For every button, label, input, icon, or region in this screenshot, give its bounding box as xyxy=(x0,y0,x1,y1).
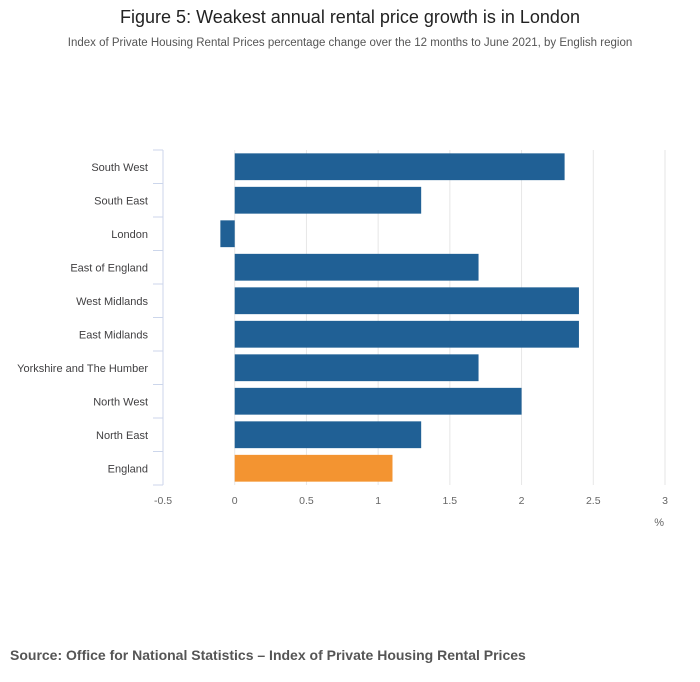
x-tick-label: -0.5 xyxy=(154,495,172,507)
x-axis-title: % xyxy=(654,517,664,529)
bar-south-west xyxy=(234,153,565,181)
x-tick-label: 1.5 xyxy=(443,495,458,507)
x-tick-label: 3 xyxy=(662,495,668,507)
category-label: South East xyxy=(94,195,148,207)
bar-london xyxy=(220,220,235,248)
x-tick-label: 1 xyxy=(375,495,381,507)
bar-yorkshire-and-the-humber xyxy=(234,354,479,382)
bar-south-east xyxy=(234,186,422,214)
category-label: Yorkshire and The Humber xyxy=(17,363,148,375)
source-note: Source: Office for National Statistics –… xyxy=(10,647,526,663)
category-label: West Midlands xyxy=(76,296,148,308)
bar-west-midlands xyxy=(234,287,579,315)
category-label: East of England xyxy=(70,262,148,274)
x-tick-label: 0.5 xyxy=(299,495,314,507)
bar-england xyxy=(234,454,393,482)
category-label: North East xyxy=(96,430,148,442)
x-tick-label: 2.5 xyxy=(586,495,601,507)
chart-title: Figure 5: Weakest annual rental price gr… xyxy=(120,7,580,27)
category-label: South West xyxy=(91,162,148,174)
category-label: East Midlands xyxy=(79,329,149,341)
bar-north-east xyxy=(234,421,422,449)
chart-subtitle: Index of Private Housing Rental Prices p… xyxy=(67,37,633,49)
category-label: London xyxy=(111,229,148,241)
x-tick-label: 0 xyxy=(232,495,238,507)
category-label: North West xyxy=(93,396,148,408)
bar-east-midlands xyxy=(234,320,579,348)
x-tick-label: 2 xyxy=(519,495,525,507)
category-label: England xyxy=(108,463,148,475)
bar-north-west xyxy=(234,387,522,415)
bar-east-of-england xyxy=(234,253,479,281)
